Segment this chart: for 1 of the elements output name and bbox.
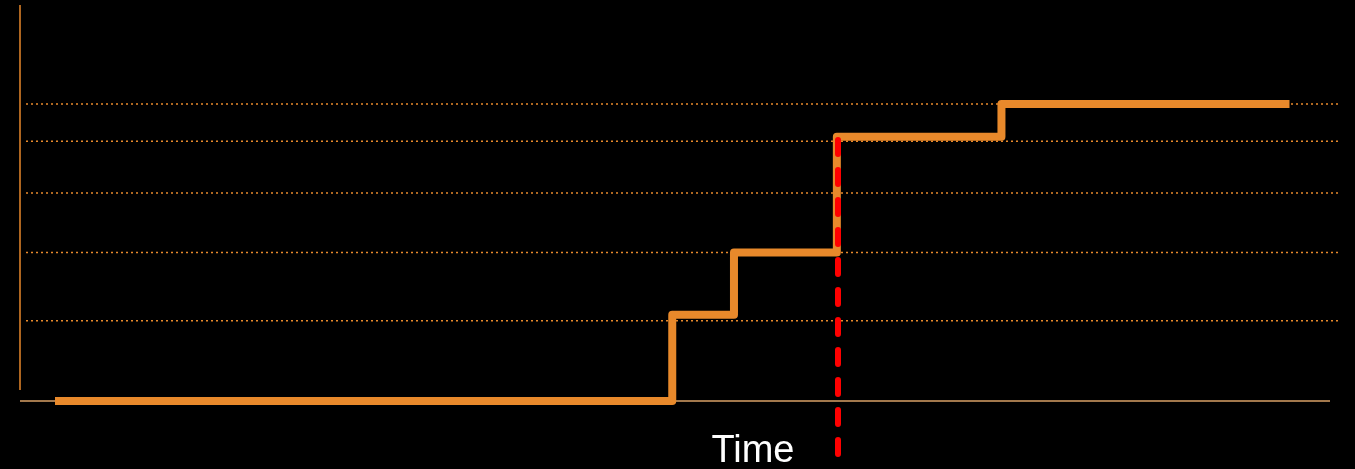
x-axis-title: Time bbox=[711, 428, 795, 469]
